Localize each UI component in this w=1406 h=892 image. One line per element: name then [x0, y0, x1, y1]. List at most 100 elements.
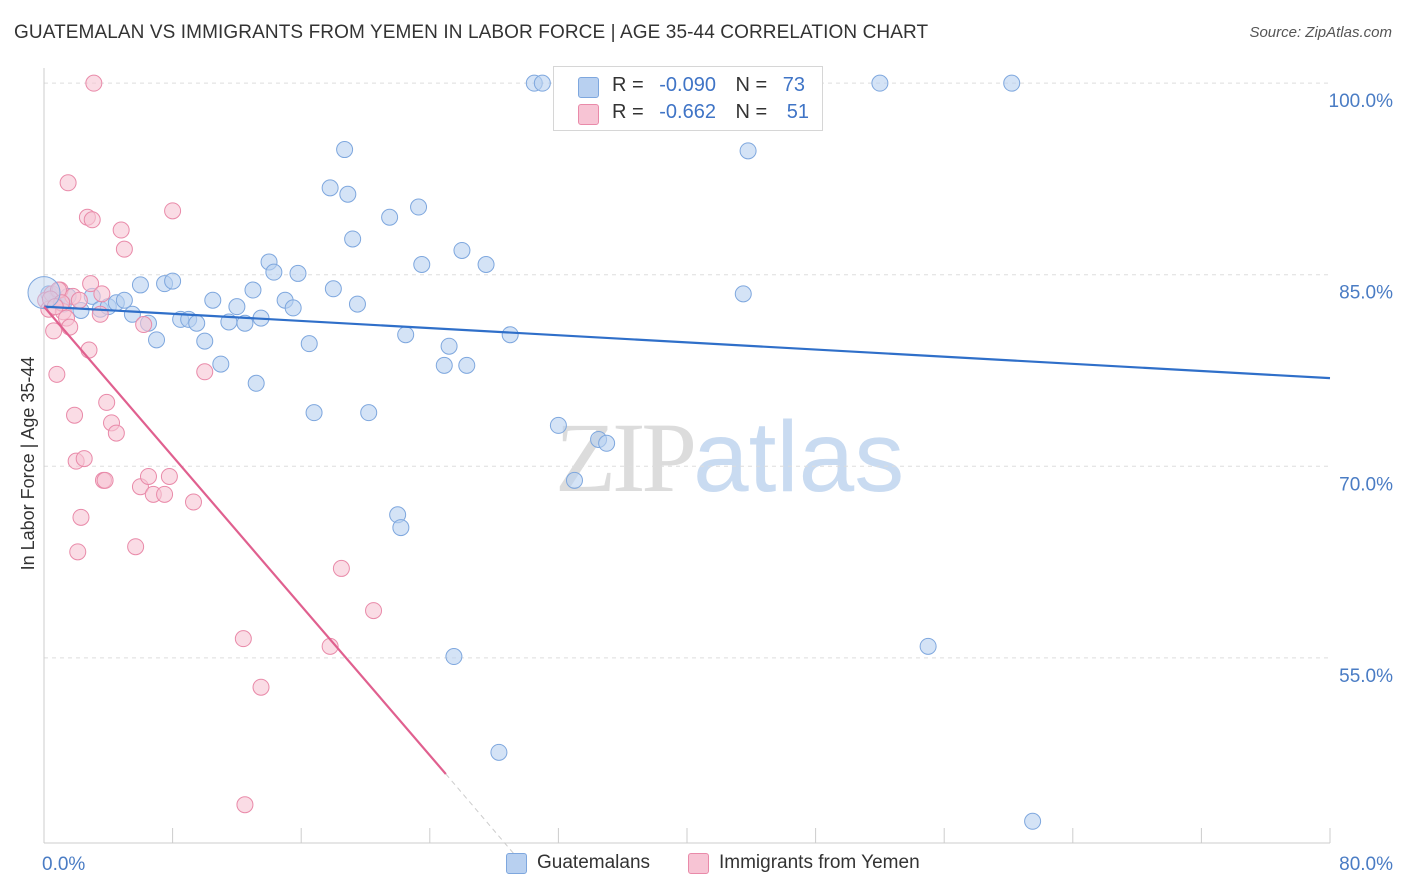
yemen-point: [98, 393, 116, 411]
guatemalan-point: [188, 314, 206, 332]
yemen-point: [135, 316, 153, 334]
guatemalan-point: [131, 276, 149, 294]
yemen-point: [80, 341, 98, 359]
legend-n-value: 73: [782, 74, 806, 96]
yemen-point: [83, 211, 101, 229]
bottom-legend-label: Guatemalans: [537, 852, 651, 873]
guatemalan-point: [919, 637, 937, 655]
guatemalan-point: [598, 434, 616, 452]
guatemalan-point: [490, 743, 508, 761]
yemen-point: [96, 471, 114, 489]
correlation-legend: R = -0.090 N = 73 R = -0.662 N = 51: [553, 66, 823, 131]
legend-r-label: R =: [612, 101, 644, 123]
guatemalan-point: [339, 185, 357, 203]
guatemalan-trendline: [43, 305, 1331, 380]
guatemalan-point: [501, 326, 519, 344]
guatemalan-point: [413, 255, 431, 273]
guatemalan-point: [1024, 812, 1042, 830]
guatemalan-point: [477, 255, 495, 273]
yemen-point: [72, 508, 90, 526]
x-tick-label: 0.0%: [42, 854, 85, 875]
guatemalan-point: [440, 337, 458, 355]
guatemalan-point: [265, 263, 283, 281]
guatemalan-point: [458, 356, 476, 374]
yemen-point: [48, 365, 66, 383]
yemen-point: [85, 74, 103, 92]
guatemalan-point: [549, 416, 567, 434]
yemen-point: [66, 406, 84, 424]
source-label: Source: ZipAtlas.com: [1249, 24, 1392, 41]
yemen-point: [236, 796, 254, 814]
guatemalan-point: [739, 142, 757, 160]
guatemalan-point: [392, 519, 410, 537]
legend-swatch-pink: [578, 104, 599, 125]
x-tick-label: 80.0%: [1339, 854, 1393, 875]
guatemalan-point: [435, 356, 453, 374]
watermark-atlas: atlas: [693, 401, 905, 513]
guatemalan-point: [344, 230, 362, 248]
yemen-point: [332, 559, 350, 577]
guatemalan-point: [397, 326, 415, 344]
y-axis-title: In Labor Force | Age 35-44: [18, 357, 38, 571]
guatemalan-point: [734, 285, 752, 303]
guatemalan-point: [284, 299, 302, 317]
yemen-point: [252, 678, 270, 696]
guatemalan-point: [336, 141, 354, 159]
yemen-trendline: [43, 305, 447, 775]
guatemalan-point: [453, 241, 471, 259]
legend-r-value: -0.090: [659, 74, 716, 96]
yemen-point: [115, 240, 133, 258]
guatemalan-point: [289, 264, 307, 282]
watermark: ZIPatlas: [555, 400, 904, 515]
chart-title: GUATEMALAN VS IMMIGRANTS FROM YEMEN IN L…: [14, 22, 929, 43]
yemen-point: [75, 450, 93, 468]
yemen-point: [69, 543, 87, 561]
guatemalan-point: [244, 281, 262, 299]
legend-swatch-blue: [578, 77, 599, 98]
yemen-point: [112, 221, 130, 239]
yemen-point: [127, 538, 145, 556]
yemen-point: [234, 630, 252, 648]
guatemalan-point: [228, 298, 246, 316]
yemen-point: [365, 602, 383, 620]
guatemalan-point: [236, 314, 254, 332]
guatemalan-point: [247, 374, 265, 392]
yemen-point: [70, 291, 88, 309]
guatemalan-point: [381, 208, 399, 226]
yemen-point: [59, 174, 77, 192]
yemen-point: [164, 202, 182, 220]
guatemalan-point: [115, 291, 133, 309]
y-tick-label: 100.0%: [1329, 91, 1394, 112]
yemen-point: [160, 467, 178, 485]
guatemalan-point: [360, 404, 378, 422]
bottom-legend-swatch-blue: [506, 853, 527, 874]
bottom-legend-label: Immigrants from Yemen: [719, 852, 920, 873]
guatemalan-point: [212, 355, 230, 373]
guatemalan-point: [348, 295, 366, 313]
guatemalan-point: [204, 291, 222, 309]
guatemalan-point: [321, 179, 339, 197]
guatemalan-point: [410, 198, 428, 216]
guatemalan-point: [164, 272, 182, 290]
guatemalan-point: [196, 332, 214, 350]
yemen-point: [61, 318, 79, 336]
y-tick-label: 55.0%: [1339, 666, 1393, 687]
y-tick-label: 85.0%: [1339, 283, 1393, 304]
yemen-point: [107, 424, 125, 442]
yemen-point: [196, 363, 214, 381]
yemen-point: [139, 467, 157, 485]
yemen-point: [156, 485, 174, 503]
guatemalan-point: [148, 331, 166, 349]
watermark-zip: ZIP: [555, 402, 697, 513]
legend-n-value: 51: [786, 101, 810, 123]
yemen-point: [45, 322, 63, 340]
yemen-point: [184, 493, 202, 511]
guatemalan-point: [305, 404, 323, 422]
guatemalan-point: [300, 335, 318, 353]
legend-r-value: -0.662: [659, 101, 716, 123]
guatemalan-point: [533, 74, 551, 92]
guatemalan-point: [871, 74, 889, 92]
yemen-point: [93, 285, 111, 303]
guatemalan-point: [324, 280, 342, 298]
